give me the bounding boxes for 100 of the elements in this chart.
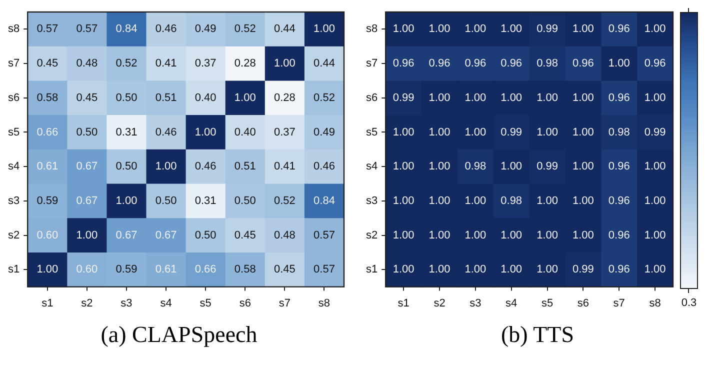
data-label: 0.61 — [36, 160, 58, 173]
data-label: 0.99 — [500, 126, 522, 138]
data-label: 0.57 — [36, 23, 58, 36]
data-label: 0.96 — [428, 58, 450, 70]
data-label: 0.44 — [274, 23, 296, 36]
data-label: 0.99 — [644, 126, 666, 138]
data-label: 0.96 — [500, 58, 522, 70]
data-label: 0.96 — [608, 264, 630, 276]
data-label: 1.00 — [572, 126, 594, 138]
data-label: 0.57 — [314, 229, 335, 242]
data-label: 1.00 — [428, 92, 450, 104]
data-label: 1.00 — [500, 160, 522, 173]
data-label: 1.00 — [314, 23, 335, 36]
data-label: 1.00 — [644, 194, 666, 207]
data-label: 1.00 — [500, 23, 522, 36]
data-label: 0.46 — [314, 160, 335, 173]
data-label: 1.00 — [428, 160, 450, 173]
data-label: 1.00 — [392, 126, 414, 138]
data-label: 0.58 — [234, 264, 256, 276]
data-label: 1.00 — [464, 229, 486, 242]
data-label: 1.00 — [500, 264, 522, 276]
data-label: 0.41 — [274, 160, 296, 173]
data-label: 0.66 — [194, 264, 216, 276]
y-tick-label: s1 — [8, 264, 20, 276]
data-label: 1.00 — [536, 194, 558, 207]
x-tick-label: s1 — [398, 297, 410, 310]
data-label: 1.00 — [155, 160, 177, 173]
data-label: 0.60 — [36, 229, 58, 242]
data-label: 0.40 — [234, 126, 256, 138]
x-tick-label: s5 — [200, 297, 212, 310]
data-label: 0.28 — [234, 58, 256, 70]
y-tick-label: s5 — [8, 126, 20, 138]
data-label: 0.59 — [116, 264, 138, 276]
data-label: 0.66 — [36, 126, 58, 138]
data-label: 1.00 — [392, 194, 414, 207]
y-tick-label: s1 — [366, 264, 378, 276]
data-label: 1.00 — [428, 264, 450, 276]
x-tick-label: s5 — [541, 297, 554, 310]
data-label: 1.00 — [536, 264, 558, 276]
data-label: 0.99 — [536, 160, 558, 173]
x-tick-label: s8 — [318, 297, 330, 310]
data-label: 0.61 — [155, 264, 177, 276]
data-label: 0.98 — [500, 194, 522, 207]
data-label: 0.50 — [234, 194, 256, 207]
data-label: 1.00 — [464, 126, 486, 138]
data-label: 1.00 — [234, 92, 256, 104]
data-label: 1.00 — [572, 194, 594, 207]
data-label: 1.00 — [428, 126, 450, 138]
data-label: 0.98 — [536, 58, 558, 70]
data-label: 0.28 — [274, 92, 296, 104]
x-tick-label: s3 — [120, 297, 132, 310]
data-label: 0.51 — [234, 160, 256, 173]
data-label: 0.57 — [314, 264, 335, 276]
data-label: 0.52 — [274, 194, 296, 207]
data-label: 1.00 — [428, 194, 450, 207]
data-label: 0.96 — [464, 58, 486, 70]
data-label: 0.50 — [116, 92, 138, 104]
data-label: 0.60 — [76, 264, 98, 276]
data-label: 0.84 — [314, 194, 335, 207]
data-label: 0.41 — [155, 58, 177, 70]
x-tick-label: s4 — [160, 297, 172, 310]
x-tick-label: s6 — [577, 297, 590, 310]
data-label: 0.99 — [536, 23, 558, 36]
y-tick-label: s5 — [366, 126, 378, 138]
data-label: 0.31 — [194, 194, 216, 207]
y-tick-label: s3 — [8, 194, 20, 207]
data-label: 0.96 — [608, 194, 630, 207]
data-label: 1.00 — [536, 126, 558, 138]
data-label: 0.37 — [194, 58, 216, 70]
data-label: 0.57 — [76, 23, 98, 36]
data-label: 1.00 — [644, 23, 666, 36]
data-label: 0.98 — [464, 160, 486, 173]
y-tick-label: s4 — [366, 160, 378, 173]
data-label: 0.49 — [194, 23, 216, 36]
y-tick-label: s7 — [8, 58, 20, 70]
y-tick-label: s2 — [366, 229, 378, 242]
data-label: 0.44 — [314, 58, 335, 70]
data-label: 1.00 — [392, 23, 414, 36]
y-tick-label: s4 — [8, 160, 20, 173]
data-label: 0.31 — [116, 126, 138, 138]
data-label: 0.50 — [76, 126, 98, 138]
x-tick-label: s2 — [81, 297, 93, 310]
data-label: 1.00 — [76, 229, 98, 242]
data-label: 0.58 — [36, 92, 58, 104]
x-tick-label: s1 — [42, 297, 54, 310]
data-label: 1.00 — [500, 92, 522, 104]
data-label: 0.40 — [194, 92, 216, 104]
data-label: 0.59 — [36, 194, 58, 207]
data-label: 0.46 — [194, 160, 216, 173]
data-label: 1.00 — [392, 160, 414, 173]
text: (b) TTS — [500, 322, 576, 348]
y-tick-label: s6 — [8, 92, 20, 104]
data-label: 1.00 — [428, 23, 450, 36]
data-label: 0.51 — [155, 92, 177, 104]
data-label: 0.45 — [76, 92, 98, 104]
data-label: 0.45 — [36, 58, 58, 70]
data-label: 0.37 — [274, 126, 296, 138]
data-label: 0.96 — [608, 229, 630, 242]
data-label: 0.98 — [608, 126, 630, 138]
x-tick-label: s2 — [434, 297, 446, 310]
